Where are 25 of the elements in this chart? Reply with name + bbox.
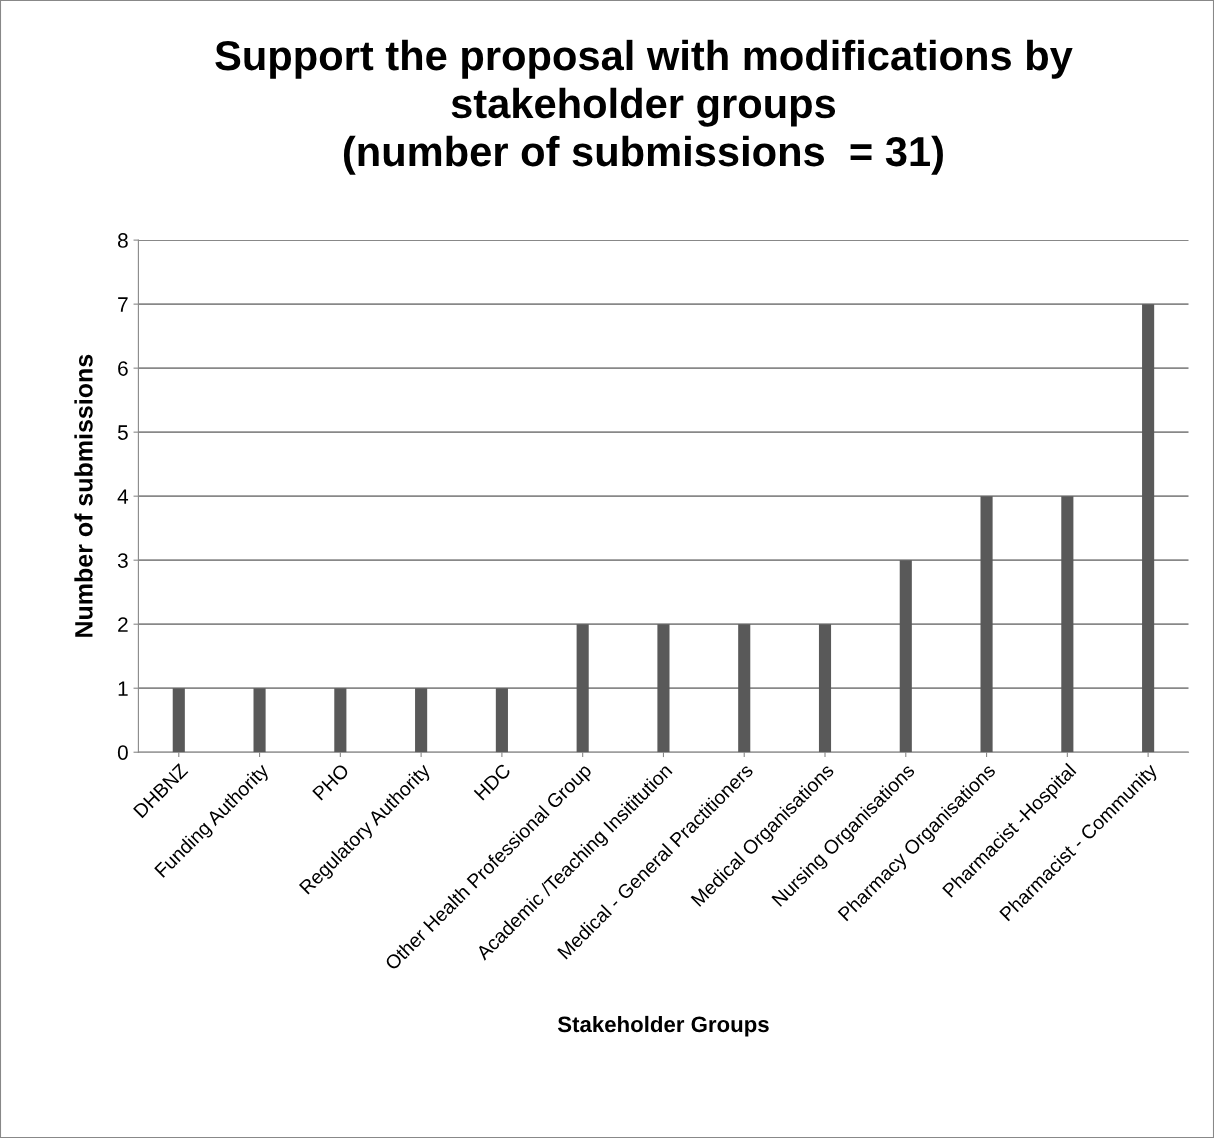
y-tick-label: 5 — [117, 425, 128, 440]
bar — [980, 496, 993, 753]
bar — [1142, 304, 1155, 753]
y-tick-label: 2 — [118, 617, 128, 632]
bar — [899, 560, 912, 753]
x-axis-title: Stakeholder Groups — [557, 1015, 769, 1037]
bar — [818, 624, 832, 753]
y-tick-label: 0 — [117, 745, 128, 760]
y-tick-label: 4 — [117, 489, 129, 504]
bar — [1061, 496, 1074, 753]
y-tick-label: 3 — [117, 553, 128, 568]
chart-title: Support the proposal with modifications by stakeholder groups (number of submissions = 31) — [215, 39, 1073, 175]
bar — [495, 688, 508, 753]
bar — [738, 624, 751, 753]
bar — [576, 624, 589, 753]
y-tick-label: 1 — [118, 681, 128, 696]
y-tick-label: 6 — [118, 361, 128, 376]
bar — [172, 688, 185, 753]
bar — [334, 688, 347, 753]
bar — [253, 688, 266, 753]
y-tick-label: 8 — [117, 233, 128, 248]
y-axis-title: Number of submissions — [74, 354, 93, 637]
y-tick-label: 7 — [118, 297, 128, 312]
bar — [415, 688, 428, 753]
bar — [657, 624, 670, 753]
